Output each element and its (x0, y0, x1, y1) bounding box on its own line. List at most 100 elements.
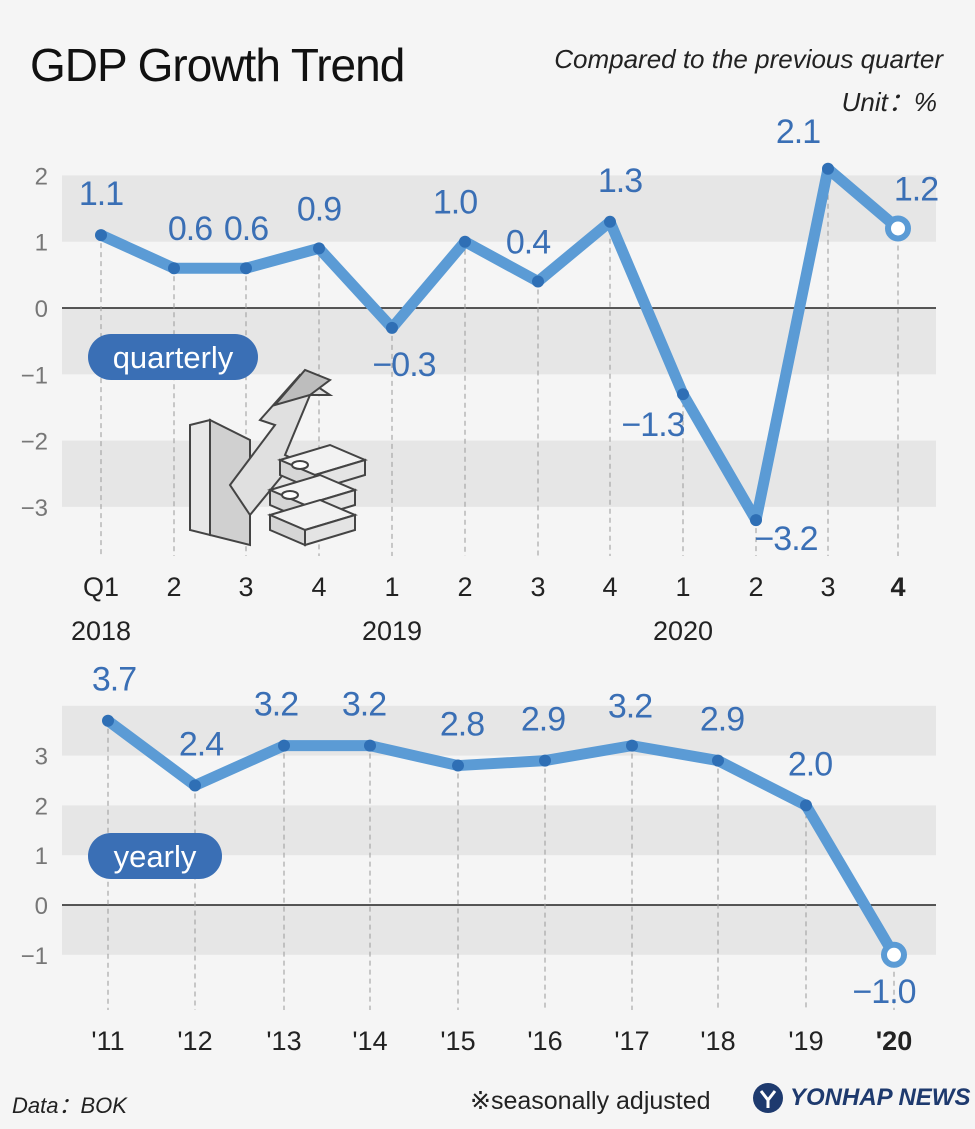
x-tick-label: '19 (788, 1026, 823, 1056)
data-point (822, 162, 834, 175)
data-label: 1.2 (894, 170, 938, 208)
series-badge (88, 833, 222, 879)
data-point (677, 388, 689, 401)
y-tick-label: 0 (35, 296, 48, 323)
quarterly-chart: 2 1 0 −1 −2 −3 1.1 0.6 0.6 0.9 −0.3 1.0 0.4 1.3 −1.3 −3… (21, 113, 940, 646)
data-point (189, 779, 201, 792)
yonhap-globe-icon (753, 1083, 783, 1113)
x-tick-label: 3 (820, 572, 835, 602)
x-tick-label: '18 (700, 1026, 735, 1056)
data-point (539, 754, 551, 767)
x-tick-label: 3 (530, 572, 545, 602)
data-point (459, 235, 471, 248)
x-tick-label: 4 (602, 572, 617, 602)
series-line (102, 715, 900, 961)
data-point (386, 321, 398, 334)
x-tick-label: '16 (527, 1026, 562, 1056)
x-tick-label: '12 (177, 1026, 212, 1056)
data-point (278, 739, 290, 752)
data-point (626, 739, 638, 752)
data-label: 2.8 (440, 706, 484, 744)
x-tick-label: '17 (614, 1026, 649, 1056)
highlight-point (885, 215, 911, 242)
series-badge-label: yearly (114, 839, 197, 874)
data-point (95, 229, 107, 242)
y-tick-label: −2 (21, 429, 48, 456)
y-tick-label: −3 (21, 495, 48, 522)
data-label: 2.0 (788, 745, 832, 783)
data-source: Data：BOK (12, 1093, 127, 1118)
series-badge (88, 334, 258, 380)
year-label: 2019 (362, 616, 422, 646)
x-tick-label: '13 (266, 1026, 301, 1056)
data-point (604, 215, 616, 228)
data-label: 1.3 (598, 162, 642, 200)
data-label: 2.9 (521, 701, 565, 739)
data-label: 1.0 (433, 184, 477, 222)
yearly-chart: 3 2 1 0 −1 3.7 2.4 3.2 3.2 2.8 2.9 3.2 2.9 2.0 −1.0 '11… (21, 661, 936, 1056)
series-line (95, 163, 904, 526)
unit-label: Unit：% (841, 87, 937, 117)
data-label: −0.3 (372, 346, 435, 384)
y-tick-label: 2 (35, 163, 48, 190)
x-tick-label: '14 (352, 1026, 387, 1056)
yonhap-logo: YONHAP NEWS (752, 1082, 970, 1114)
y-tick-label: 2 (35, 793, 48, 820)
grid-band (62, 175, 936, 242)
data-label: 3.2 (254, 686, 298, 724)
data-label: 0.4 (506, 223, 550, 261)
data-point (452, 759, 464, 772)
x-tick-label: 1 (384, 572, 399, 602)
x-tick-label: Q1 (83, 572, 119, 602)
series-badge-label: quarterly (113, 340, 234, 375)
data-point (532, 275, 544, 288)
data-label: −1.0 (852, 973, 915, 1011)
data-point (240, 262, 252, 275)
data-label: 3.2 (342, 686, 386, 724)
data-label: 3.7 (92, 661, 136, 699)
page-title: GDP Growth Trend (30, 39, 405, 91)
highlight-point (881, 941, 907, 968)
y-tick-label: −1 (21, 362, 48, 389)
data-point (313, 242, 325, 255)
x-tick-label: 2 (748, 572, 763, 602)
money-stack (267, 443, 368, 547)
year-label: 2018 (71, 616, 131, 646)
x-tick-label: 3 (238, 572, 253, 602)
logo-text: YONHAP NEWS (790, 1084, 971, 1111)
data-point (364, 739, 376, 752)
footnote: ※seasonally adjusted (470, 1087, 711, 1115)
data-point (800, 799, 812, 812)
x-tick-label: 2 (457, 572, 472, 602)
data-label: 0.9 (297, 190, 341, 228)
x-tick-label: 4 (890, 572, 905, 602)
data-label: 1.1 (79, 175, 123, 213)
y-tick-label: 3 (35, 744, 48, 771)
year-label: 2020 (653, 616, 713, 646)
data-label: 0.6 (224, 210, 268, 248)
x-tick-label: '20 (876, 1026, 912, 1056)
y-tick-label: −1 (21, 943, 48, 970)
data-point (750, 514, 762, 527)
data-label: 0.6 (168, 210, 212, 248)
data-point (712, 754, 724, 767)
data-label: 3.2 (608, 688, 652, 726)
x-tick-label: 2 (166, 572, 181, 602)
money-growth-chart-icon (189, 368, 368, 547)
chart-subtitle: Compared to the previous quarter (554, 44, 943, 74)
x-tick-label: '11 (91, 1026, 124, 1056)
data-label: 2.4 (179, 725, 223, 763)
y-tick-label: 0 (35, 893, 48, 920)
grid-band (62, 905, 936, 955)
y-tick-label: 1 (35, 230, 48, 257)
grid-band (62, 705, 936, 756)
x-tick-label: 4 (311, 572, 326, 602)
data-label: −3.2 (754, 520, 817, 558)
data-label: 2.9 (700, 701, 744, 739)
data-point (168, 262, 180, 275)
data-point (102, 714, 114, 727)
x-tick-label: 1 (675, 572, 690, 602)
data-label: 2.1 (776, 113, 820, 151)
data-label: −1.3 (621, 406, 684, 444)
